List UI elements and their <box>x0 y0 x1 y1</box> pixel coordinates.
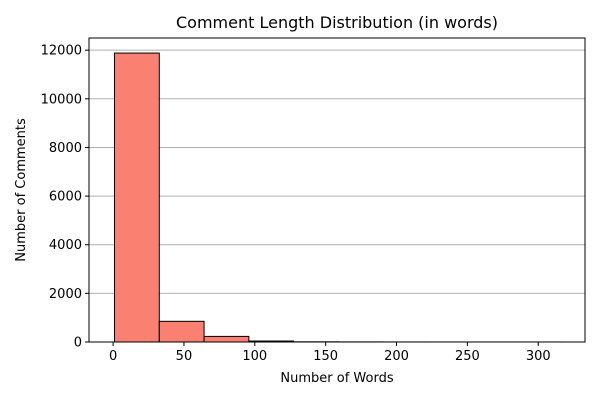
y-tick-label: 2000 <box>49 287 82 302</box>
y-tick-label: 10000 <box>41 92 82 107</box>
histogram-bar <box>114 52 160 343</box>
y-axis-ticks: 0 2000 4000 6000 8000 10000 12000 <box>41 44 89 351</box>
y-tick-label: 12000 <box>41 44 82 59</box>
x-tick-label: 200 <box>384 349 409 364</box>
histogram-bar <box>158 320 205 343</box>
y-axis-label: Number of Comments <box>14 118 29 262</box>
histogram-bars <box>114 52 563 343</box>
x-tick-label: 0 <box>109 349 117 364</box>
y-tick-label: 6000 <box>49 190 82 205</box>
y-tick-label: 0 <box>74 336 82 351</box>
grid-lines <box>89 49 585 343</box>
x-axis-label: Number of Words <box>280 371 393 386</box>
x-tick-label: 250 <box>455 349 480 364</box>
histogram-bar <box>203 335 250 343</box>
x-tick-label: 300 <box>526 349 551 364</box>
y-tick-label: 4000 <box>49 238 82 253</box>
plot-frame <box>88 37 586 343</box>
x-tick-label: 100 <box>242 349 267 364</box>
y-tick-label: 8000 <box>49 141 82 156</box>
chart-title: Comment Length Distribution (in words) <box>176 13 498 32</box>
x-tick-label: 150 <box>313 349 338 364</box>
x-axis-ticks: 0 50 100 150 200 250 300 <box>109 342 551 364</box>
x-tick-label: 50 <box>176 349 193 364</box>
